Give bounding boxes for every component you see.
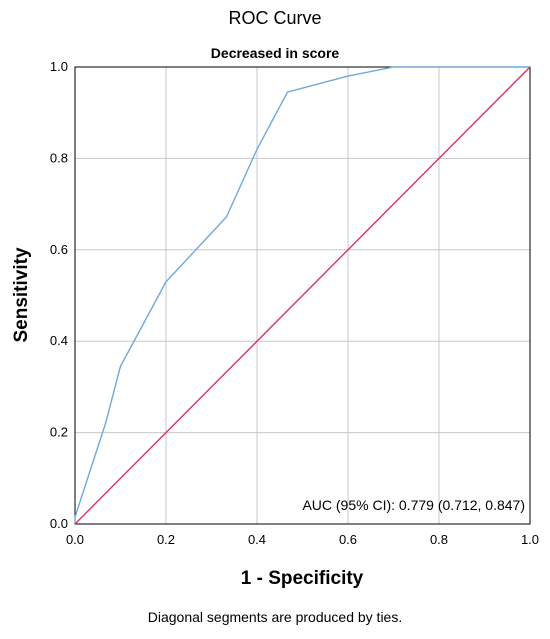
y-tick-label: 0.6 (50, 242, 68, 257)
y-tick-label: 1.0 (50, 59, 68, 74)
x-tick-label: 0.4 (248, 532, 266, 547)
x-tick-label: 0.2 (157, 532, 175, 547)
tick-labels: 0.0 0.2 0.4 0.6 0.8 1.0 0.0 0.2 0.4 0.6 0.8 1.0 (50, 59, 539, 547)
footnote: Diagonal segments are produced by ties. (147, 609, 403, 625)
x-tick-label: 0.6 (339, 532, 357, 547)
chart-subtitle: Decreased in score (210, 45, 340, 61)
roc-chart: 0.0 0.2 0.4 0.6 0.8 1.0 0.0 0.2 0.4 0.6 0.8 1.0 1 -… (11, 59, 539, 589)
y-tick-label: 0.8 (50, 150, 68, 165)
x-tick-label: 1.0 (521, 532, 539, 547)
y-tick-label: 0.2 (50, 425, 68, 440)
roc-curve-line (74, 66, 530, 524)
y-tick-label: 0.0 (50, 516, 68, 531)
plot-area-border (74, 66, 531, 525)
reference-diagonal-line (74, 66, 531, 525)
y-tick-label: 0.4 (50, 333, 68, 348)
x-tick-label: 0.0 (66, 532, 84, 547)
auc-annotation: AUC (95% CI): 0.779 (0.712, 0.847) (302, 497, 525, 513)
x-tick-label: 0.8 (430, 532, 448, 547)
chart-title: ROC Curve (228, 8, 322, 28)
x-axis-label: 1 - Specificity (241, 568, 364, 589)
series-group (74, 66, 531, 525)
y-axis-label: Sensitivity (11, 247, 32, 342)
